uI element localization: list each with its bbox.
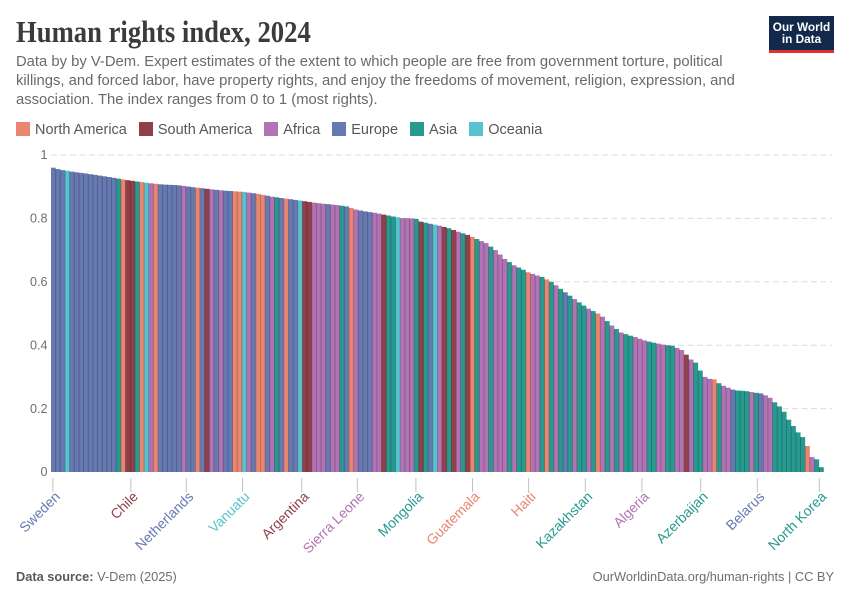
svg-text:Kazakhstan: Kazakhstan xyxy=(532,488,595,551)
svg-text:Belarus: Belarus xyxy=(723,488,768,533)
svg-text:Haiti: Haiti xyxy=(508,488,539,519)
svg-text:0.8: 0.8 xyxy=(30,212,48,226)
svg-text:Sweden: Sweden xyxy=(16,488,63,535)
svg-text:0.4: 0.4 xyxy=(30,338,48,352)
svg-text:Algeria: Algeria xyxy=(610,488,652,530)
svg-text:Azerbaijan: Azerbaijan xyxy=(653,488,711,546)
svg-text:Chile: Chile xyxy=(107,488,141,522)
svg-text:0.2: 0.2 xyxy=(30,402,48,416)
svg-text:Vanuatu: Vanuatu xyxy=(205,488,252,535)
svg-text:North Korea: North Korea xyxy=(765,488,830,553)
svg-text:Guatemala: Guatemala xyxy=(423,488,483,548)
svg-text:0.6: 0.6 xyxy=(30,275,48,289)
svg-text:0: 0 xyxy=(40,465,47,479)
svg-text:Argentina: Argentina xyxy=(258,488,312,542)
svg-text:Netherlands: Netherlands xyxy=(132,488,197,553)
svg-text:Mongolia: Mongolia xyxy=(375,488,427,540)
svg-text:1: 1 xyxy=(40,148,47,162)
